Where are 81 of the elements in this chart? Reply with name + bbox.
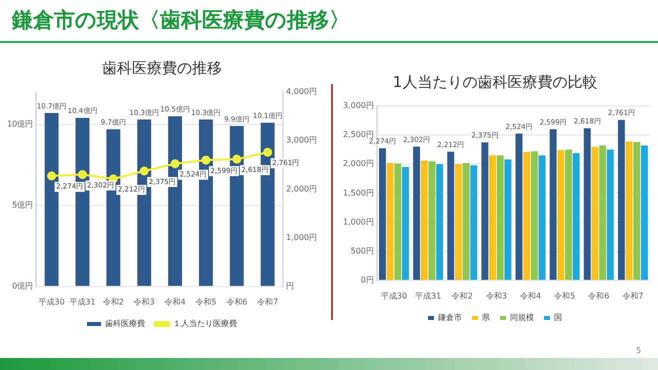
point xyxy=(232,154,242,164)
bar xyxy=(618,120,625,280)
x-tick-label: 令和6 xyxy=(226,297,248,306)
legend-label: 県 xyxy=(482,313,490,322)
bar xyxy=(599,146,606,280)
bar xyxy=(481,142,488,280)
bar xyxy=(550,129,557,280)
bar xyxy=(516,134,522,280)
y-tick-label: 2,000円 xyxy=(342,159,374,168)
bar xyxy=(572,153,580,280)
bar xyxy=(447,152,454,280)
x-tick-label: 令和5 xyxy=(554,291,576,300)
x-tick-label: 令和2 xyxy=(452,291,473,300)
bar xyxy=(538,155,546,280)
y2-tick-label: 円 xyxy=(286,281,294,290)
y-tick-label: 1,500円 xyxy=(342,188,374,198)
bar xyxy=(413,146,420,280)
legend-label: １人当たり医療費 xyxy=(173,319,237,328)
x-tick-label: 令和6 xyxy=(588,291,610,300)
bar xyxy=(470,165,478,280)
point xyxy=(47,171,56,180)
point xyxy=(201,156,210,165)
bar xyxy=(489,155,496,280)
bar xyxy=(606,150,614,280)
y-tick-label: 3,000円 xyxy=(342,101,374,110)
bar xyxy=(454,164,462,280)
x-tick-label: 平成31 xyxy=(69,297,96,306)
y-tick-label: 0円 xyxy=(360,275,374,284)
bar xyxy=(76,118,90,286)
bar xyxy=(523,152,530,280)
y-tick-label: 1,000円 xyxy=(342,217,374,226)
bar xyxy=(626,141,633,280)
legend-label: 鎌倉市 xyxy=(438,313,462,322)
x-tick-label: 平成31 xyxy=(415,291,442,300)
bar xyxy=(420,160,428,280)
legend-label: 歯科医療費 xyxy=(105,319,145,328)
bar xyxy=(428,161,436,280)
legend-label: 同規模 xyxy=(510,313,534,322)
legend-label: 国 xyxy=(554,313,562,322)
x-tick-label: 令和7 xyxy=(257,297,278,306)
x-tick-label: 令和3 xyxy=(134,297,155,306)
y2-tick-label: 2,000円 xyxy=(286,184,318,194)
x-tick-label: 令和4 xyxy=(520,291,542,300)
bar xyxy=(402,167,409,280)
bar xyxy=(504,159,512,280)
point xyxy=(170,159,180,168)
point xyxy=(140,166,149,176)
bar xyxy=(496,155,504,280)
x-tick-label: 令和5 xyxy=(195,297,216,306)
x-tick-label: 令和7 xyxy=(622,291,644,300)
bar xyxy=(584,128,591,280)
bar xyxy=(640,146,648,280)
chart-title: 歯科医療費の推移 xyxy=(102,58,222,77)
bar xyxy=(462,162,470,280)
bar xyxy=(378,148,386,280)
x-tick-label: 令和3 xyxy=(486,291,507,300)
bar xyxy=(565,150,572,280)
bar xyxy=(386,162,394,280)
bar xyxy=(633,142,640,280)
y2-tick-label: 3,000円 xyxy=(286,136,318,145)
y2-tick-label: 1,000円 xyxy=(286,232,318,242)
chart-title: 1人当たりの歯科医療費の比較 xyxy=(392,72,598,91)
y-tick-label: 500円 xyxy=(350,246,374,256)
bar xyxy=(436,164,444,280)
y2-tick-label: 4,000円 xyxy=(286,87,318,96)
y-tick-label: 0億円 xyxy=(12,281,34,290)
x-tick-label: 令和4 xyxy=(164,297,186,306)
text: 鎌倉市の現状〈歯科医療費の推移〉 xyxy=(12,7,350,34)
bar xyxy=(530,151,538,280)
x-tick-label: 令和2 xyxy=(102,297,124,306)
x-tick-label: 平成30 xyxy=(38,297,65,306)
y-tick-label: 10億円 xyxy=(6,119,34,128)
bar xyxy=(591,146,598,280)
point xyxy=(263,148,272,157)
bar xyxy=(557,150,564,280)
y-tick-label: 2,500円 xyxy=(342,130,374,140)
x-tick-label: 平成30 xyxy=(380,291,408,300)
point xyxy=(78,170,87,180)
y-tick-label: 5億円 xyxy=(12,200,34,210)
bar xyxy=(394,164,402,280)
text: 5 xyxy=(636,346,642,355)
